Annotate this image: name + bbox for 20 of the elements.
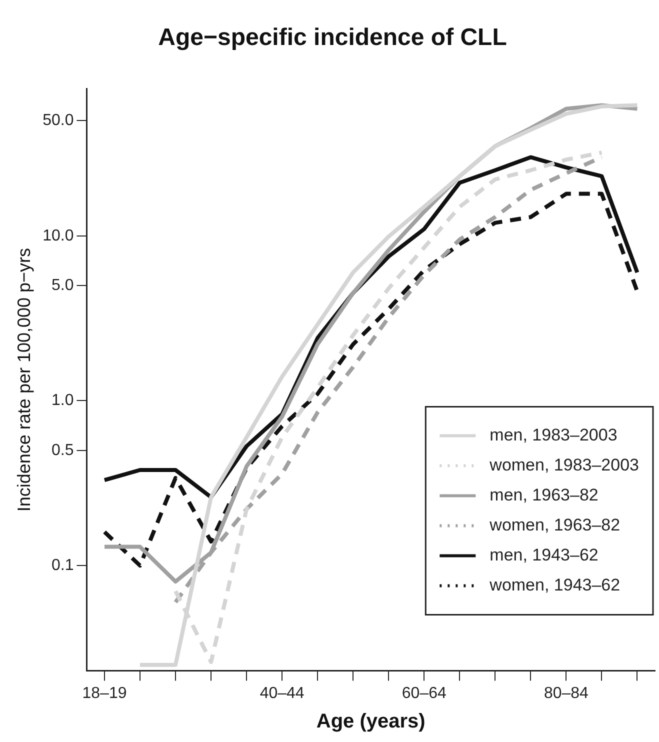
- x-tick-label: 18–19: [82, 684, 127, 702]
- y-tick-label: 50.0: [42, 112, 74, 130]
- y-tick-label: 1.0: [51, 392, 74, 410]
- line-series: [102, 192, 640, 568]
- legend-label: women, 1963–82: [488, 515, 620, 534]
- legend-label: women, 1943–62: [488, 575, 620, 594]
- y-tick-label: 5.0: [51, 276, 74, 294]
- y-tick-label: 10.0: [42, 227, 74, 244]
- legend-label: women, 1983–2003: [488, 455, 640, 474]
- y-tick-label: 0.5: [51, 442, 74, 459]
- y-axis-title: Incidence rate per 100,000 p−yrs: [14, 248, 34, 512]
- chart-title: Age−specific incidence of CLL: [158, 24, 507, 52]
- x-axis-title: Age (years): [316, 710, 426, 733]
- legend-label: men, 1943–62: [490, 545, 598, 564]
- x-tick-label: 60–64: [402, 684, 446, 702]
- x-tick-label: 40–44: [260, 684, 304, 702]
- legend-label: men, 1963–82: [490, 485, 598, 504]
- y-tick-label: 0.1: [51, 556, 74, 574]
- x-tick-label: 80–84: [544, 684, 589, 702]
- legend-label: men, 1983–2003: [490, 425, 618, 444]
